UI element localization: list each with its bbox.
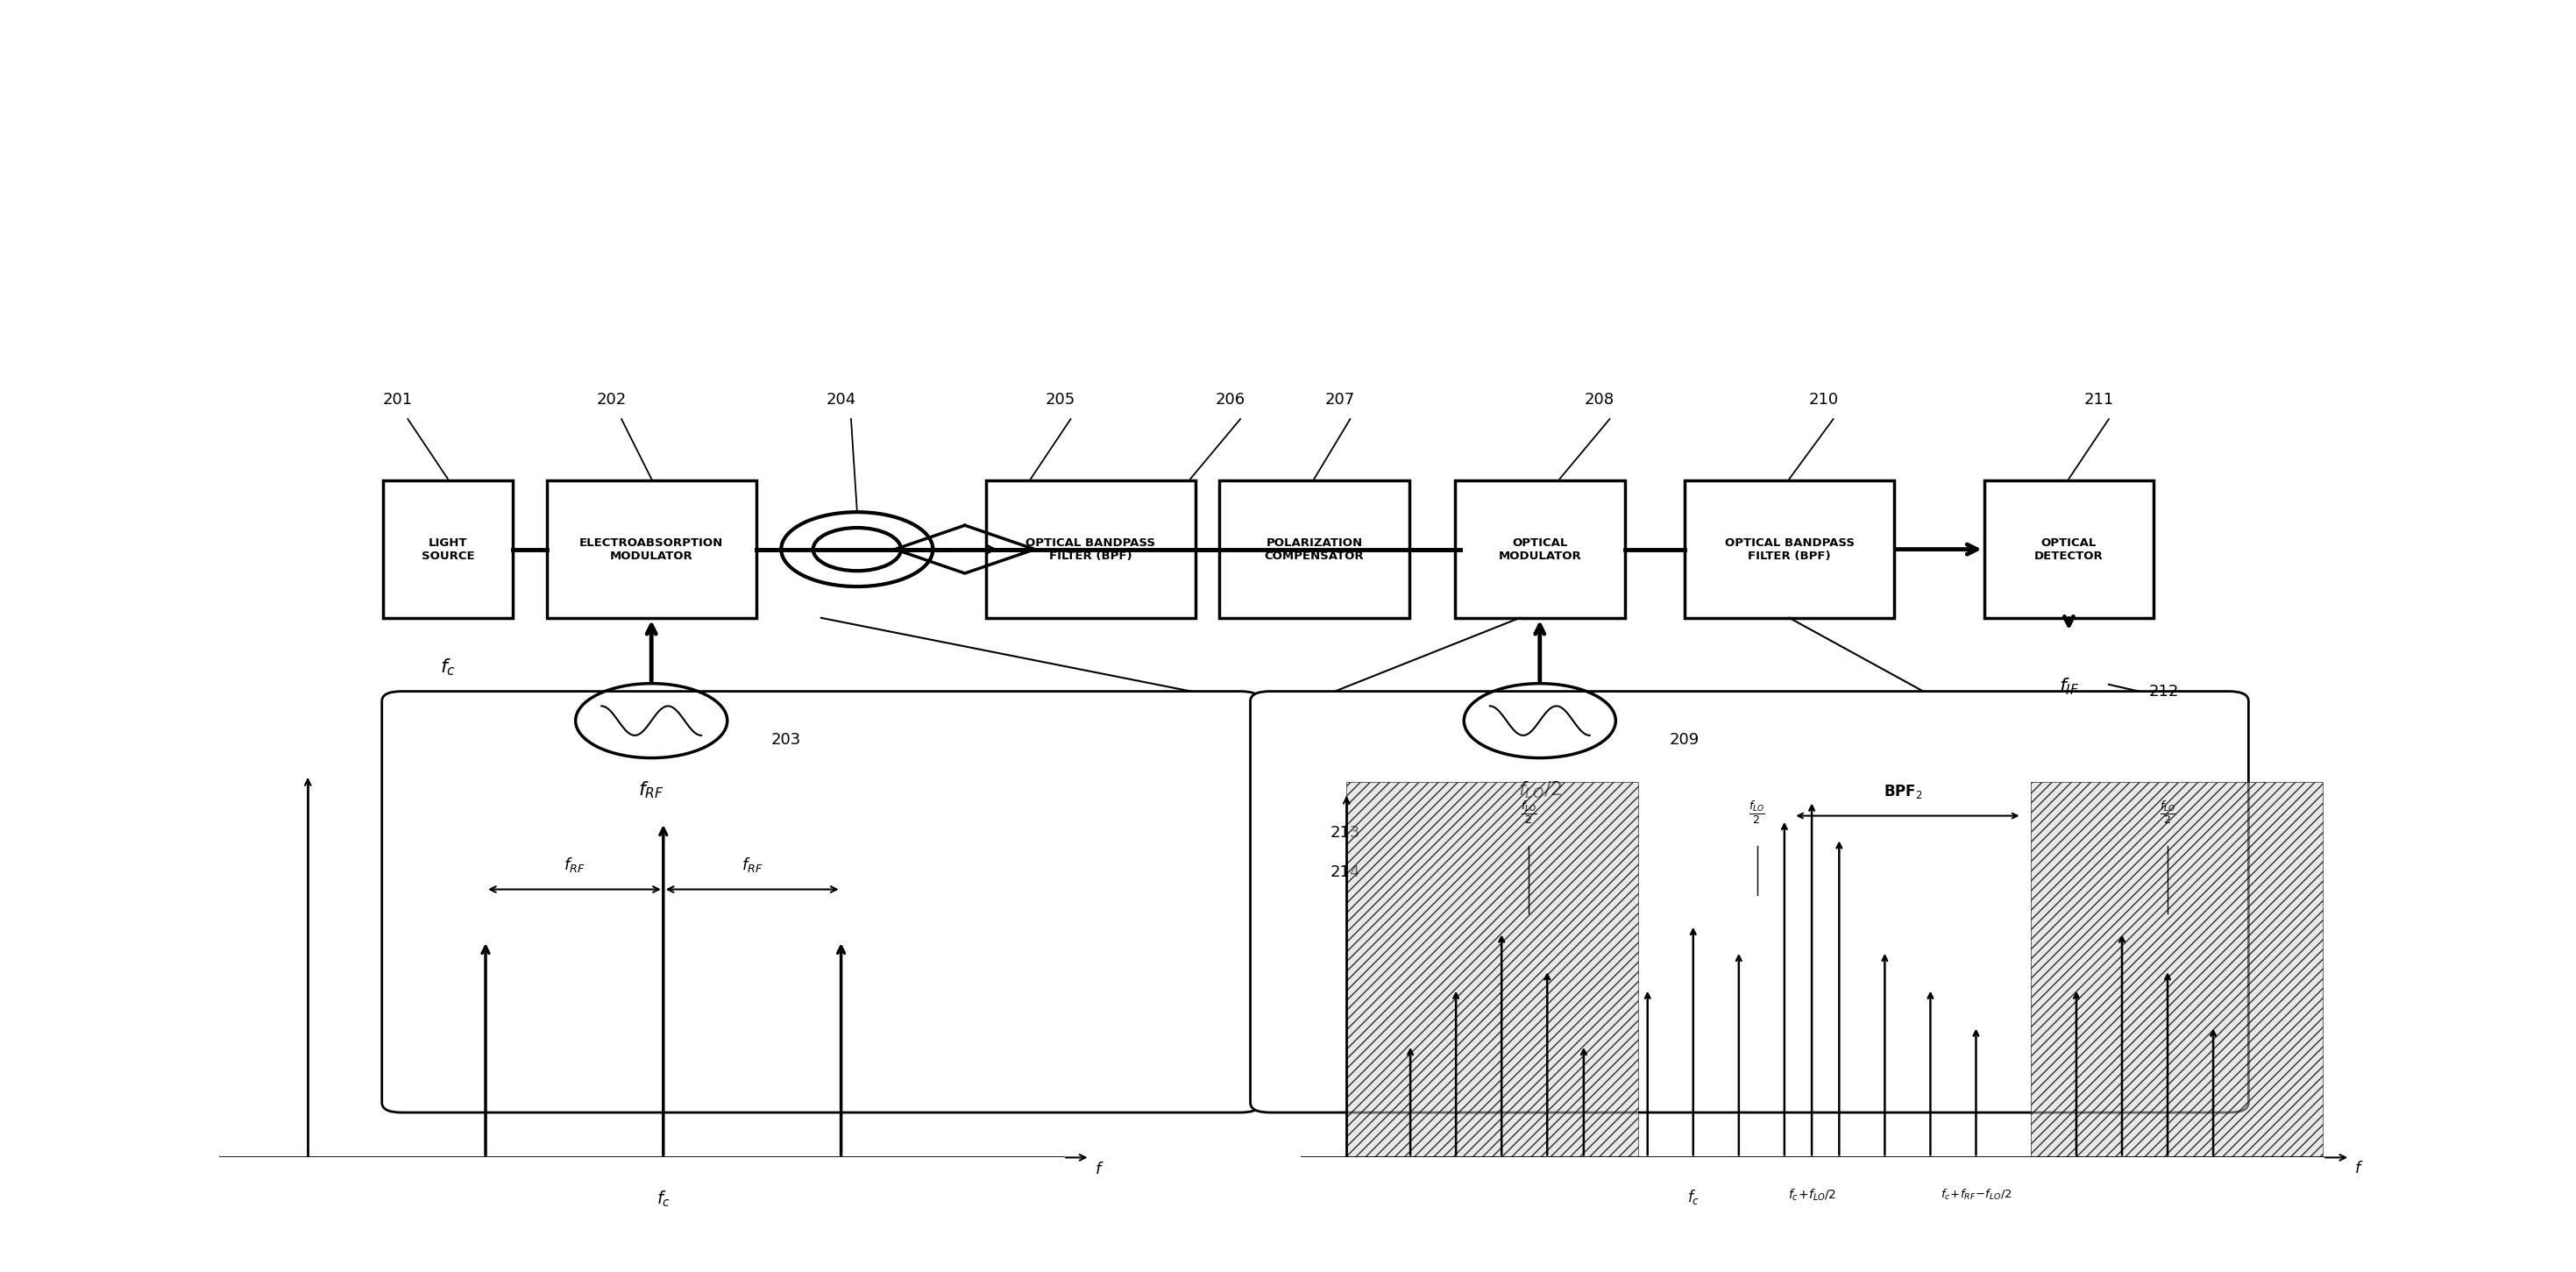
- Text: $f_c$: $f_c$: [1687, 1188, 1700, 1206]
- Text: $f_c\!+\!f_{LO}/2$: $f_c\!+\!f_{LO}/2$: [1788, 1188, 1837, 1203]
- Text: $f_{IF}$: $f_{IF}$: [2058, 677, 2079, 697]
- Text: $f_{RF}$: $f_{RF}$: [639, 780, 665, 800]
- FancyBboxPatch shape: [384, 481, 513, 618]
- Text: 207: 207: [1324, 392, 1355, 407]
- Text: OPTICAL BANDPASS
FILTER (BPF): OPTICAL BANDPASS FILTER (BPF): [1723, 537, 1855, 561]
- Text: $\frac{f_{LO}}{2}$: $\frac{f_{LO}}{2}$: [2159, 800, 2177, 827]
- FancyBboxPatch shape: [1455, 481, 1625, 618]
- Text: ELECTROABSORPTION
MODULATOR: ELECTROABSORPTION MODULATOR: [580, 537, 724, 561]
- Text: 208: 208: [1584, 392, 1615, 407]
- Text: 214: 214: [1329, 865, 1360, 880]
- Text: 203: 203: [770, 733, 801, 748]
- Text: 202: 202: [598, 392, 626, 407]
- Bar: [1347, 782, 1638, 1158]
- Text: OPTICAL
DETECTOR: OPTICAL DETECTOR: [2035, 537, 2105, 561]
- Text: 204: 204: [827, 392, 855, 407]
- Text: $f_{RF}$: $f_{RF}$: [742, 855, 762, 874]
- Bar: [2030, 782, 2324, 1158]
- Text: 201: 201: [384, 392, 412, 407]
- FancyBboxPatch shape: [381, 691, 1260, 1113]
- Text: $f$: $f$: [1095, 1161, 1103, 1178]
- Text: LIGHT
SOURCE: LIGHT SOURCE: [422, 537, 474, 561]
- Bar: [1347, 782, 1638, 1158]
- Text: $f_{LO}/2$: $f_{LO}/2$: [1517, 780, 1561, 800]
- Text: 209: 209: [1669, 733, 1700, 748]
- Text: $f_c$: $f_c$: [657, 1189, 670, 1208]
- Text: 206: 206: [1216, 392, 1244, 407]
- Text: BPF$_2$: BPF$_2$: [1883, 784, 1922, 801]
- Text: 211: 211: [2084, 392, 2115, 407]
- FancyBboxPatch shape: [1249, 691, 2249, 1113]
- FancyBboxPatch shape: [1685, 481, 1893, 618]
- Text: 213: 213: [1329, 824, 1360, 841]
- Text: OPTICAL
MODULATOR: OPTICAL MODULATOR: [1499, 537, 1582, 561]
- Text: POLARIZATION
COMPENSATOR: POLARIZATION COMPENSATOR: [1265, 537, 1365, 561]
- Text: 205: 205: [1046, 392, 1077, 407]
- Text: $f_c$: $f_c$: [440, 658, 456, 678]
- FancyBboxPatch shape: [987, 481, 1195, 618]
- FancyBboxPatch shape: [1218, 481, 1409, 618]
- Text: $f_c\!+\!f_{RF}\!-\!f_{LO}/2$: $f_c\!+\!f_{RF}\!-\!f_{LO}/2$: [1940, 1188, 2012, 1202]
- FancyBboxPatch shape: [546, 481, 757, 618]
- Text: 212: 212: [2148, 683, 2179, 700]
- Text: 210: 210: [1808, 392, 1839, 407]
- Text: $\frac{f_{LO}}{2}$: $\frac{f_{LO}}{2}$: [1520, 800, 1538, 827]
- Text: $f_{RF}$: $f_{RF}$: [564, 855, 585, 874]
- Text: OPTICAL BANDPASS
FILTER (BPF): OPTICAL BANDPASS FILTER (BPF): [1025, 537, 1157, 561]
- Text: $f$: $f$: [2354, 1161, 2365, 1177]
- Bar: [2030, 782, 2324, 1158]
- Text: $\frac{f_{LO}}{2}$: $\frac{f_{LO}}{2}$: [1749, 800, 1765, 827]
- FancyBboxPatch shape: [1984, 481, 2154, 618]
